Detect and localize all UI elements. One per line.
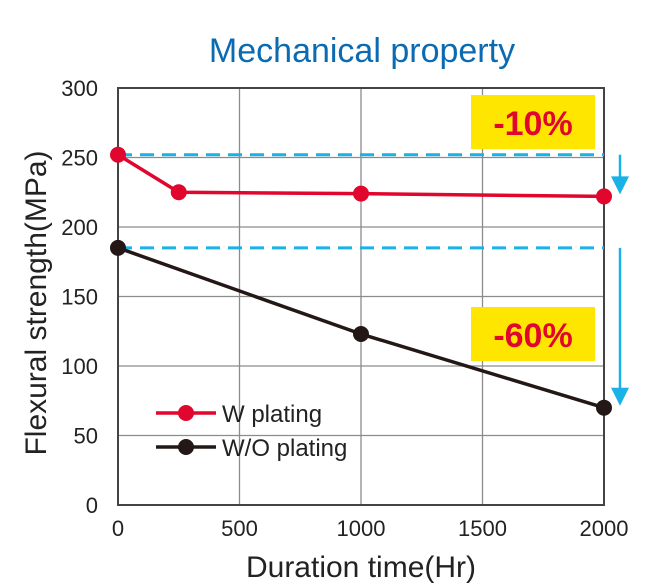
arrow-head	[611, 176, 629, 195]
arrow-head	[611, 387, 629, 406]
annotation-label: -10%	[493, 105, 572, 143]
legend-marker	[178, 439, 194, 455]
y-tick-label: 150	[61, 285, 98, 310]
legend: W plating W/O plating	[156, 401, 347, 462]
data-point	[353, 326, 369, 343]
legend-label: W/O plating	[222, 435, 347, 462]
data-point	[110, 146, 126, 163]
reference-lines	[118, 153, 604, 250]
x-tick-label: 1500	[458, 516, 507, 541]
x-tick-label: 2000	[580, 516, 629, 541]
y-tick-label: 0	[86, 493, 98, 518]
y-axis-label: Flexural strength(MPa)	[20, 150, 53, 455]
data-point	[110, 239, 126, 256]
x-tick-label: 1000	[337, 516, 386, 541]
data-point	[596, 399, 612, 416]
annotation-highlight	[471, 307, 595, 361]
chart-title: Mechanical property	[209, 32, 515, 70]
annotations: -10% -60%	[471, 95, 629, 406]
data-point	[170, 184, 187, 201]
y-tick-label: 50	[74, 424, 98, 449]
annotation-highlight	[471, 95, 595, 149]
legend-marker	[178, 405, 194, 421]
y-tick-label: 100	[61, 354, 98, 379]
x-tick-labels: 0 500 1000 1500 2000	[112, 516, 629, 541]
x-axis-label: Duration time(Hr)	[246, 551, 476, 584]
data-point	[353, 185, 369, 202]
y-tick-label: 250	[61, 146, 98, 171]
y-tick-label: 300	[61, 76, 98, 101]
annotation-label: -60%	[493, 317, 572, 355]
legend-label: W plating	[222, 401, 322, 428]
data-point	[596, 188, 612, 205]
x-tick-label: 0	[112, 516, 124, 541]
series-line	[117, 153, 605, 199]
plot-border	[117, 87, 605, 506]
series-layer	[110, 146, 612, 416]
y-tick-label: 200	[61, 215, 98, 240]
x-tick-label: 500	[221, 516, 258, 541]
y-tick-labels: 0 50 100 150 200 250 300	[61, 76, 98, 518]
plot-frame	[117, 87, 605, 506]
